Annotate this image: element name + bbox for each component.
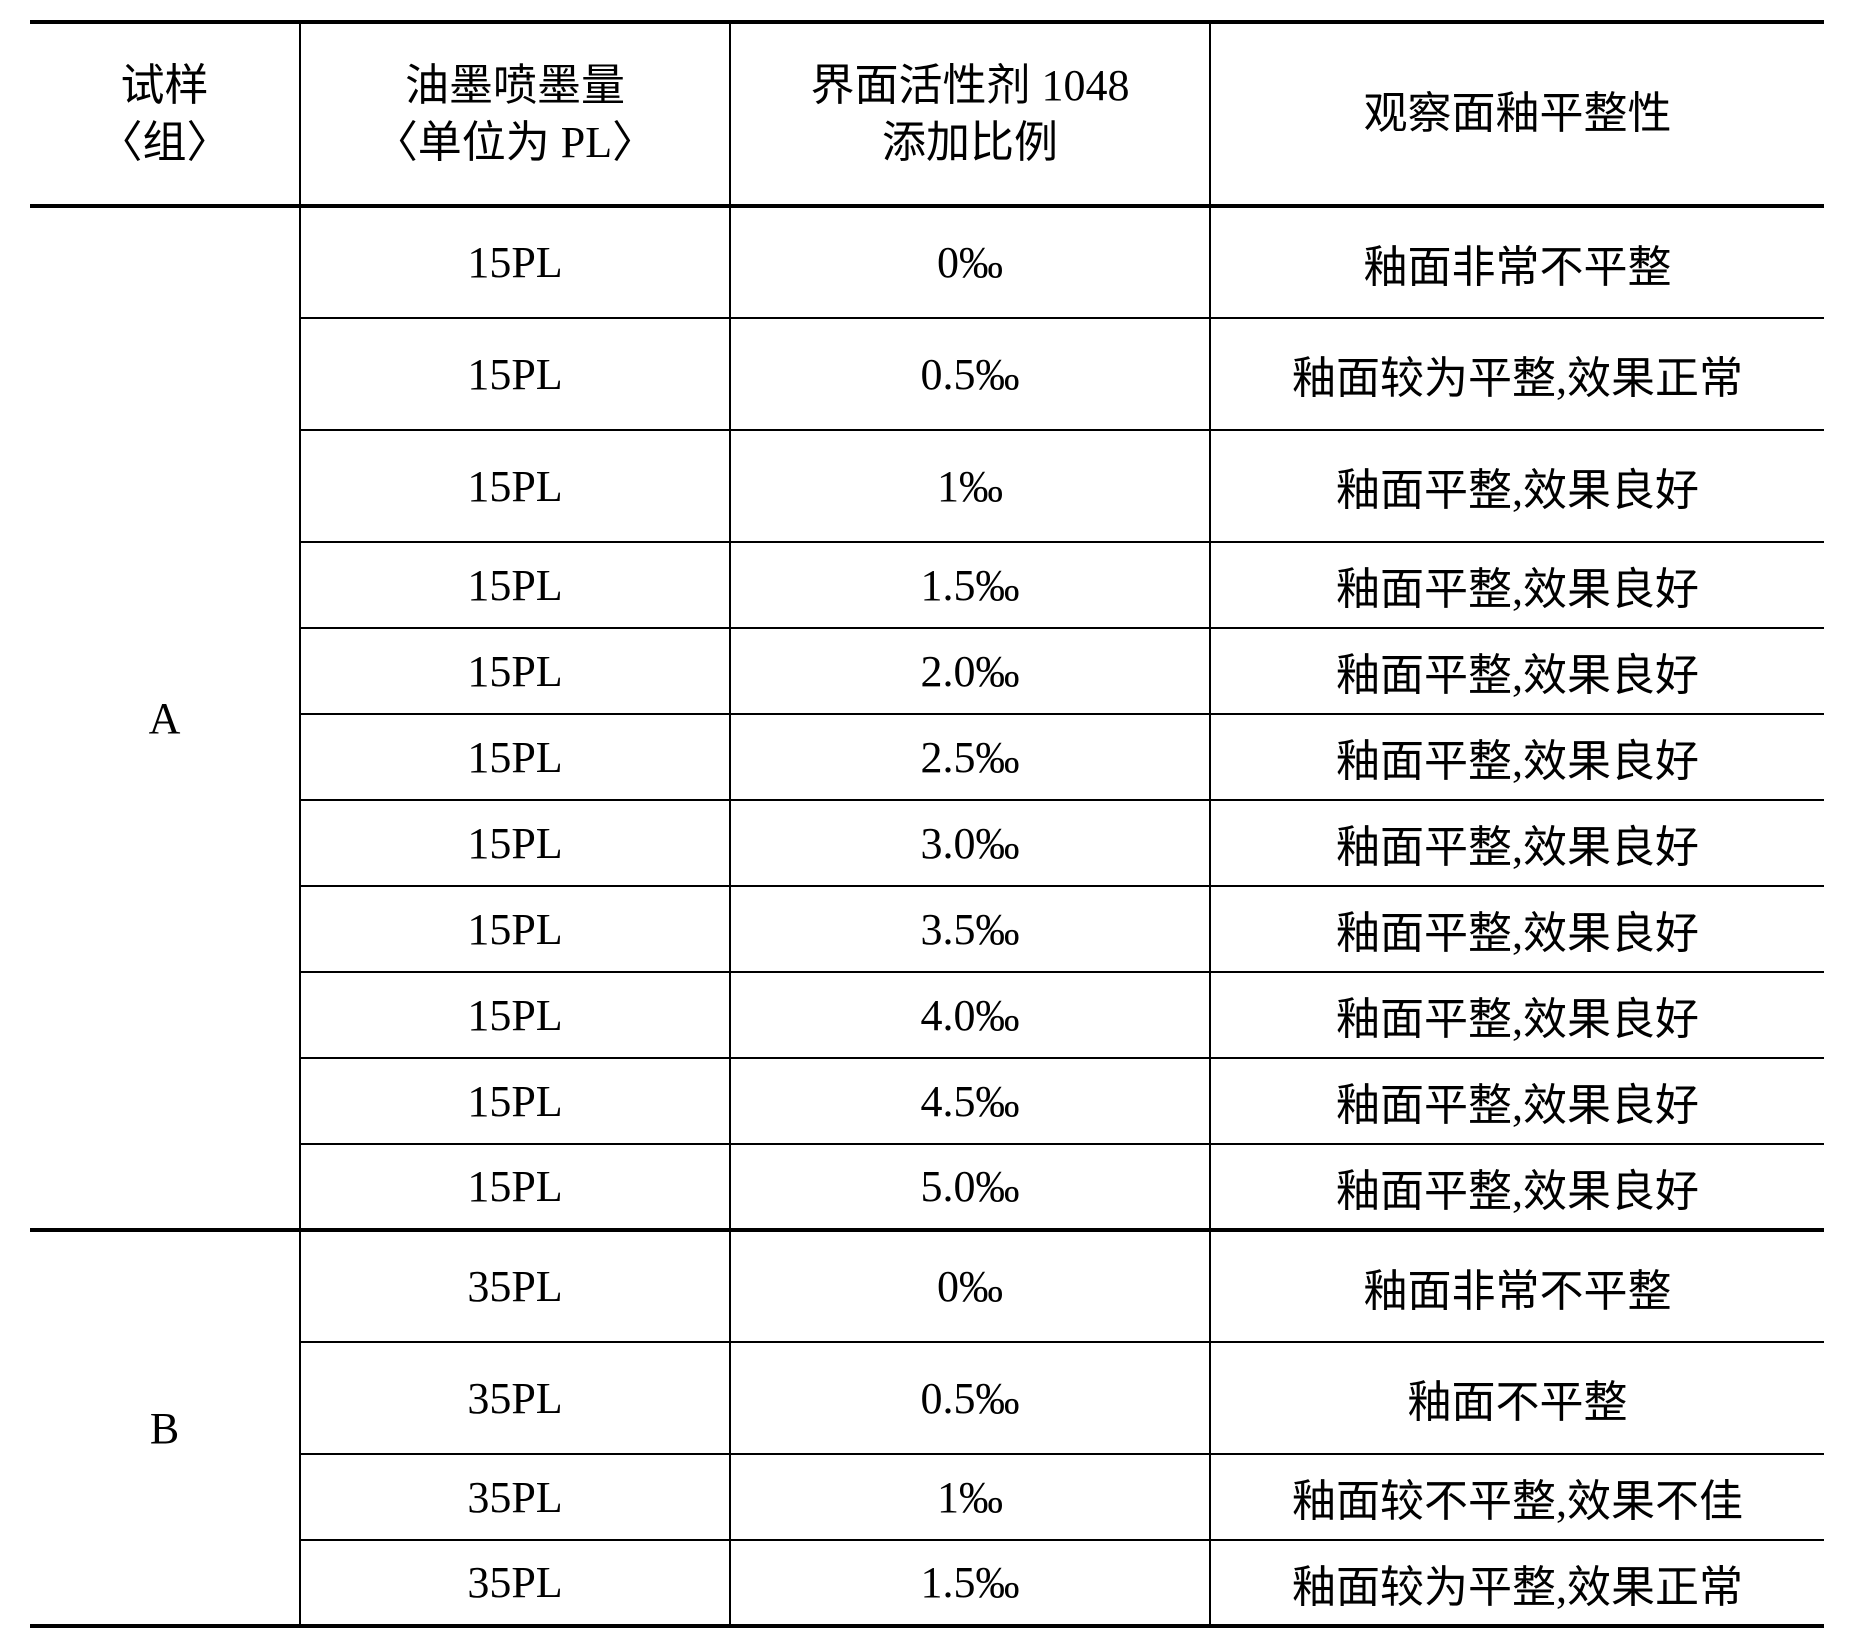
cell-ratio: 3.5‰ — [730, 886, 1210, 972]
cell-observation: 釉面平整,效果良好 — [1210, 886, 1824, 972]
cell-ratio: 3.0‰ — [730, 800, 1210, 886]
col-header-observation: 观察面釉平整性 — [1210, 22, 1824, 206]
cell-ratio: 1‰ — [730, 1454, 1210, 1540]
cell-observation: 釉面平整,效果良好 — [1210, 1144, 1824, 1230]
table-header-row: 试样 〈组〉 油墨喷墨量 〈单位为 PL〉 界面活性剂 1048 添加比例 观察… — [30, 22, 1824, 206]
cell-observation: 釉面平整,效果良好 — [1210, 972, 1824, 1058]
cell-ratio: 0.5‰ — [730, 318, 1210, 430]
table-row: 15PL4.0‰釉面平整,效果良好 — [30, 972, 1824, 1058]
table-row: 15PL3.5‰釉面平整,效果良好 — [30, 886, 1824, 972]
cell-observation: 釉面平整,效果良好 — [1210, 628, 1824, 714]
cell-ratio: 1.5‰ — [730, 1540, 1210, 1626]
cell-ratio: 1.5‰ — [730, 542, 1210, 628]
cell-ratio: 5.0‰ — [730, 1144, 1210, 1230]
cell-ink: 15PL — [300, 542, 730, 628]
cell-observation: 釉面非常不平整 — [1210, 1230, 1824, 1342]
cell-ink: 15PL — [300, 430, 730, 542]
cell-ratio: 2.0‰ — [730, 628, 1210, 714]
data-table: 试样 〈组〉 油墨喷墨量 〈单位为 PL〉 界面活性剂 1048 添加比例 观察… — [30, 20, 1824, 1628]
col-header-ink: 油墨喷墨量 〈单位为 PL〉 — [300, 22, 730, 206]
cell-observation: 釉面平整,效果良好 — [1210, 714, 1824, 800]
cell-ink: 35PL — [300, 1342, 730, 1454]
table-row: 15PL5.0‰釉面平整,效果良好 — [30, 1144, 1824, 1230]
cell-ratio: 1‰ — [730, 430, 1210, 542]
cell-observation: 釉面非常不平整 — [1210, 206, 1824, 318]
cell-ratio: 0‰ — [730, 206, 1210, 318]
table-row: 15PL1.5‰釉面平整,效果良好 — [30, 542, 1824, 628]
table-row: 15PL4.5‰釉面平整,效果良好 — [30, 1058, 1824, 1144]
group-label-cell: A — [30, 206, 300, 1230]
cell-observation: 釉面不平整 — [1210, 1342, 1824, 1454]
col-header-ratio: 界面活性剂 1048 添加比例 — [730, 22, 1210, 206]
cell-observation: 釉面平整,效果良好 — [1210, 800, 1824, 886]
cell-ink: 35PL — [300, 1230, 730, 1342]
table-row: 35PL1‰釉面较不平整,效果不佳 — [30, 1454, 1824, 1540]
cell-ratio: 0.5‰ — [730, 1342, 1210, 1454]
col-header-text: 〈组〉 — [30, 114, 299, 171]
cell-ink: 35PL — [300, 1540, 730, 1626]
cell-ink: 15PL — [300, 800, 730, 886]
cell-ink: 15PL — [300, 628, 730, 714]
cell-ratio: 0‰ — [730, 1230, 1210, 1342]
cell-ink: 15PL — [300, 714, 730, 800]
table-row: B35PL0‰釉面非常不平整 — [30, 1230, 1824, 1342]
table-container: 试样 〈组〉 油墨喷墨量 〈单位为 PL〉 界面活性剂 1048 添加比例 观察… — [0, 0, 1854, 1648]
table-row: 15PL3.0‰釉面平整,效果良好 — [30, 800, 1824, 886]
table-row: 15PL2.5‰釉面平整,效果良好 — [30, 714, 1824, 800]
col-header-text: 界面活性剂 1048 — [731, 57, 1209, 114]
cell-ratio: 4.0‰ — [730, 972, 1210, 1058]
cell-ink: 15PL — [300, 206, 730, 318]
cell-observation: 釉面平整,效果良好 — [1210, 430, 1824, 542]
col-header-text: 油墨喷墨量 — [301, 57, 729, 114]
cell-ink: 15PL — [300, 318, 730, 430]
col-header-text: 〈单位为 PL〉 — [301, 114, 729, 171]
cell-observation: 釉面较为平整,效果正常 — [1210, 318, 1824, 430]
col-header-text: 添加比例 — [731, 114, 1209, 171]
cell-ratio: 2.5‰ — [730, 714, 1210, 800]
cell-ink: 15PL — [300, 1144, 730, 1230]
cell-observation: 釉面较为平整,效果正常 — [1210, 1540, 1824, 1626]
cell-observation: 釉面较不平整,效果不佳 — [1210, 1454, 1824, 1540]
table-body: A15PL0‰釉面非常不平整15PL0.5‰釉面较为平整,效果正常15PL1‰釉… — [30, 206, 1824, 1626]
cell-observation: 釉面平整,效果良好 — [1210, 542, 1824, 628]
cell-ink: 15PL — [300, 886, 730, 972]
col-header-text: 观察面釉平整性 — [1211, 85, 1824, 142]
table-row: 15PL2.0‰釉面平整,效果良好 — [30, 628, 1824, 714]
table-row: A15PL0‰釉面非常不平整 — [30, 206, 1824, 318]
cell-ink: 15PL — [300, 1058, 730, 1144]
col-header-sample: 试样 〈组〉 — [30, 22, 300, 206]
cell-ink: 35PL — [300, 1454, 730, 1540]
group-label-cell: B — [30, 1230, 300, 1626]
cell-ratio: 4.5‰ — [730, 1058, 1210, 1144]
table-row: 35PL0.5‰釉面不平整 — [30, 1342, 1824, 1454]
table-row: 15PL1‰釉面平整,效果良好 — [30, 430, 1824, 542]
table-row: 15PL0.5‰釉面较为平整,效果正常 — [30, 318, 1824, 430]
table-row: 35PL1.5‰釉面较为平整,效果正常 — [30, 1540, 1824, 1626]
cell-observation: 釉面平整,效果良好 — [1210, 1058, 1824, 1144]
col-header-text: 试样 — [30, 57, 299, 114]
cell-ink: 15PL — [300, 972, 730, 1058]
